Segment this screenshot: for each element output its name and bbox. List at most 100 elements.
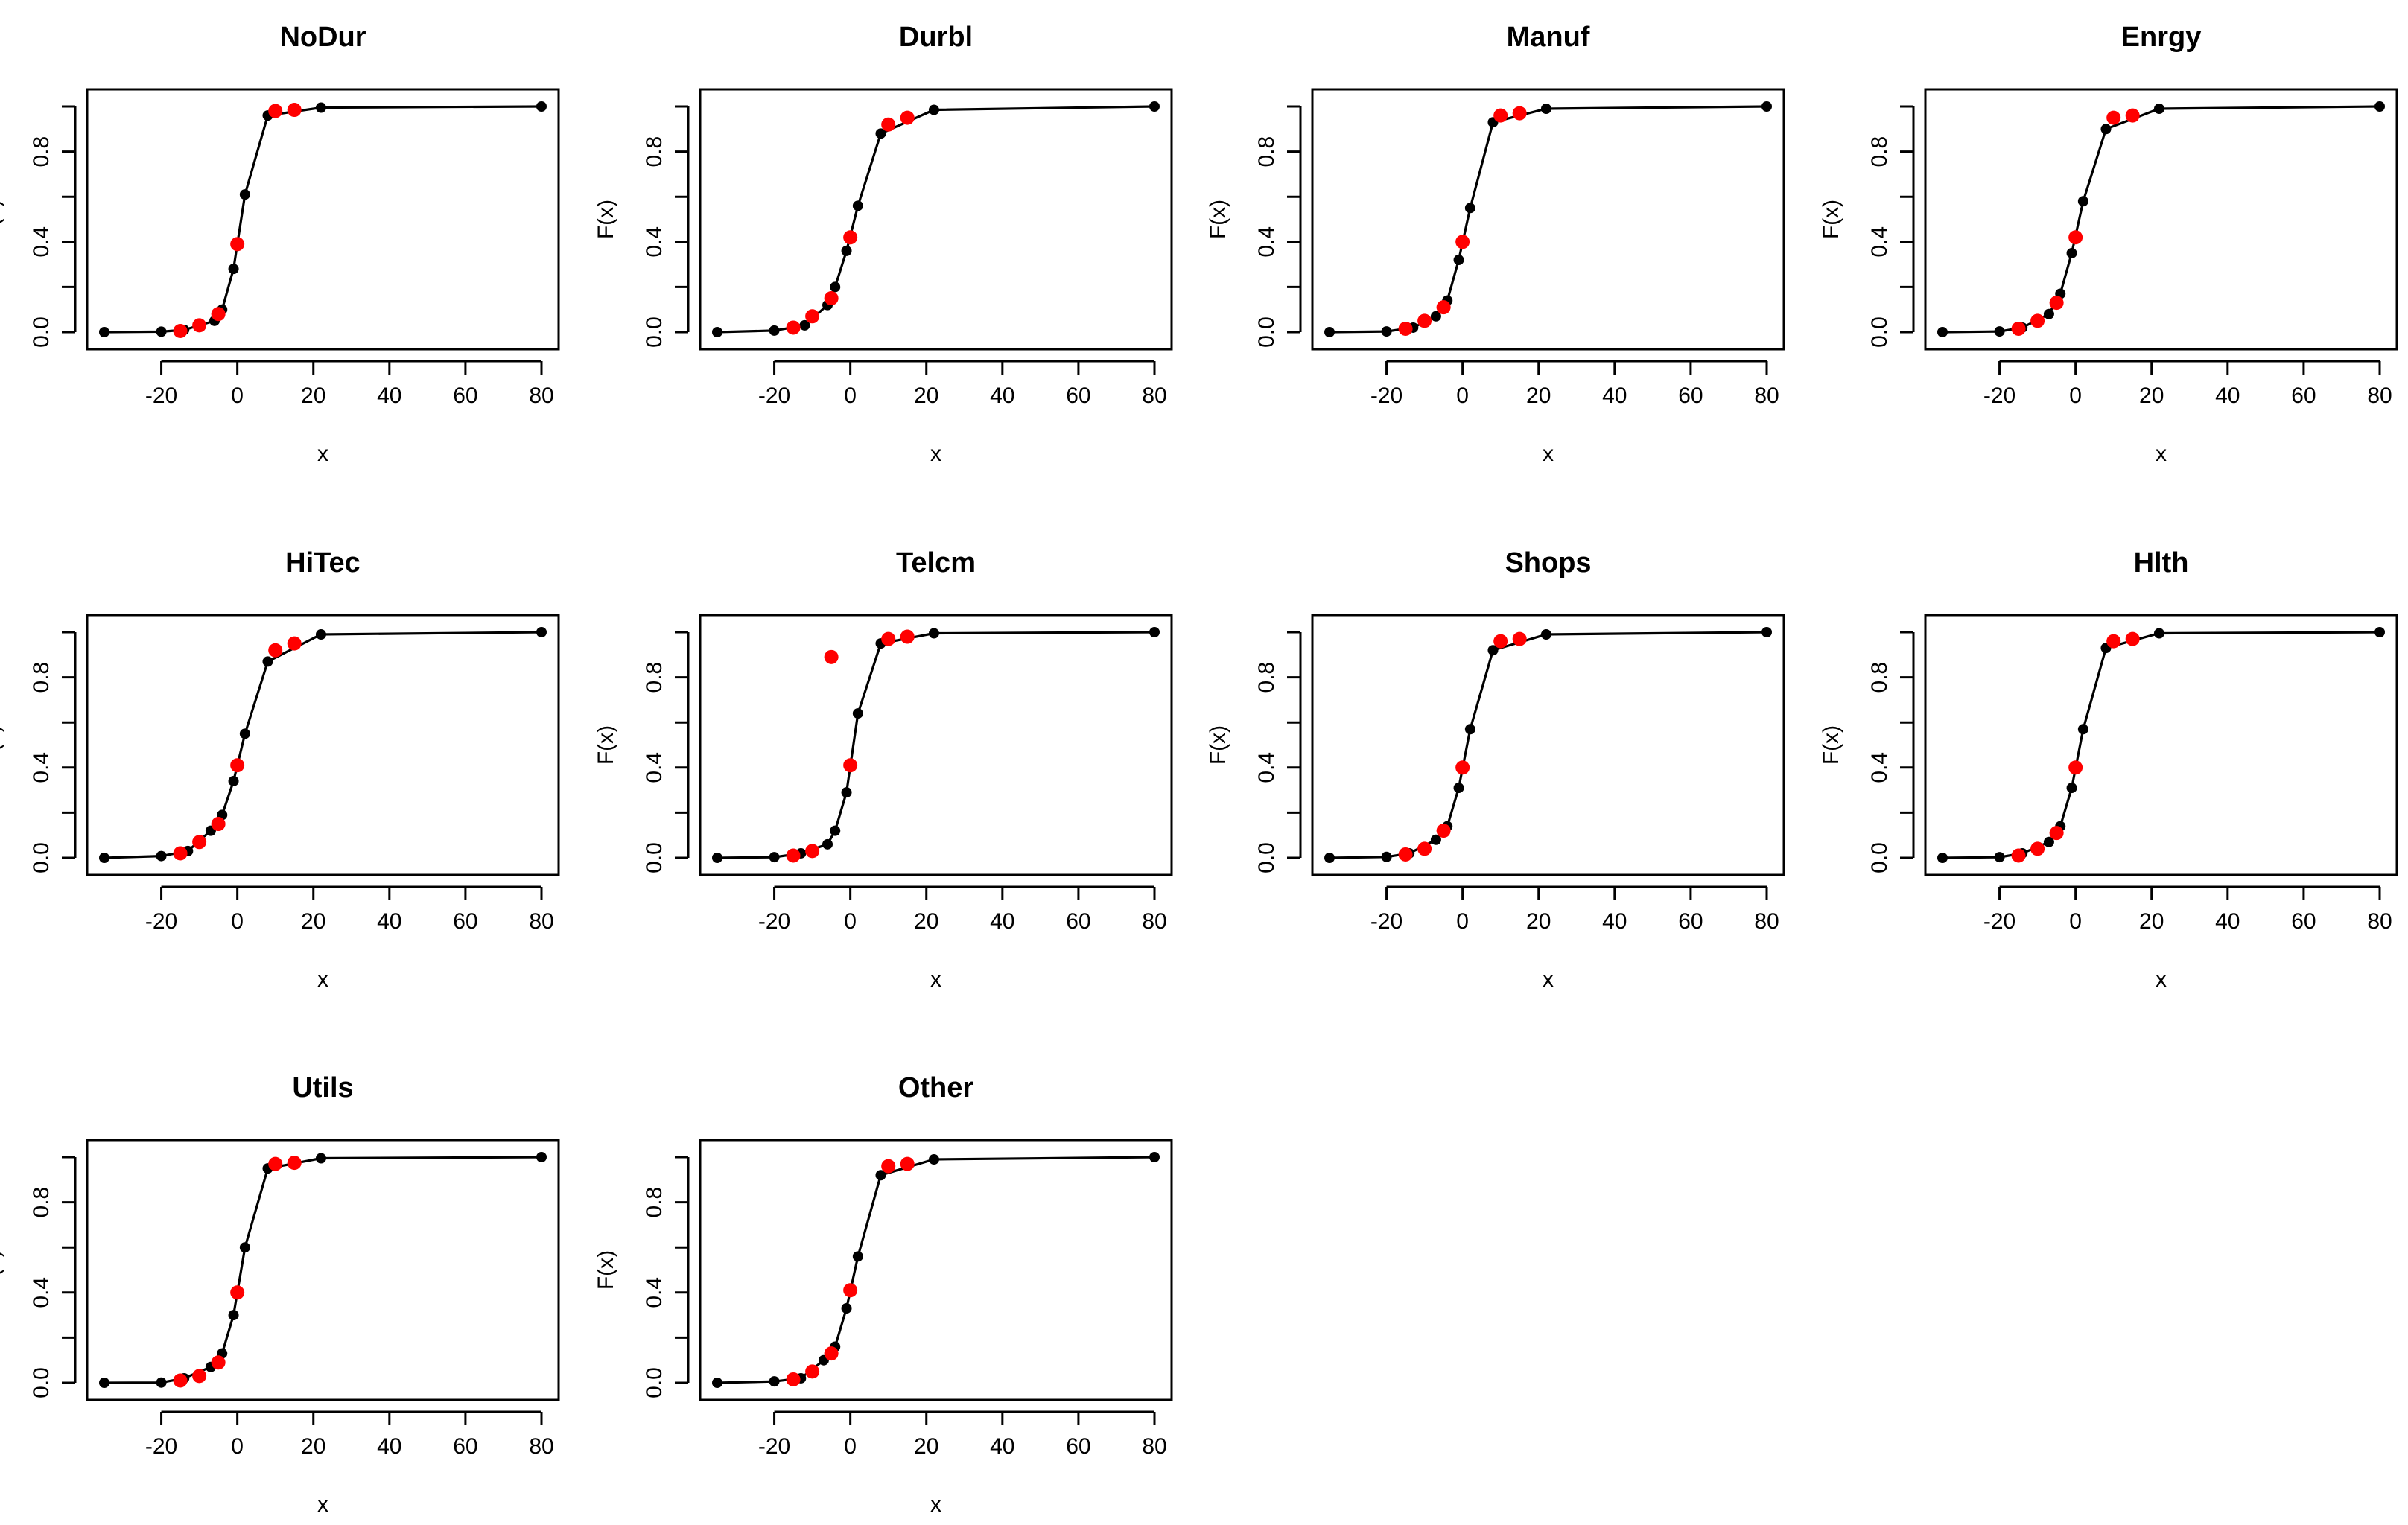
chart-8-title: Utils	[292, 1072, 353, 1104]
chart-2-cdf-point	[1540, 104, 1551, 115]
chart-6-y-tick-label: 0.0	[1254, 842, 1279, 873]
chart-0-highlight-point	[192, 318, 207, 333]
chart-5-y-tick-label: 0.8	[642, 662, 667, 693]
chart-9-x-tick-label: 20	[914, 1434, 938, 1459]
chart-0-x-tick-label: 20	[301, 383, 325, 408]
chart-5-x-tick-label: 80	[1142, 909, 1166, 934]
chart-9-plot-frame	[699, 1139, 1173, 1401]
chart-6-y-tick-label: 0.4	[1254, 752, 1279, 783]
chart-5-cdf-point	[841, 787, 852, 798]
chart-5-highlight-point	[843, 758, 858, 773]
chart-7-cdf-point	[1994, 852, 2005, 863]
chart-1-x-tick-label: 60	[1066, 383, 1090, 408]
chart-9-highlight-point	[786, 1372, 801, 1386]
chart-1-y-tick-label: 0.0	[642, 316, 667, 348]
chart-0-plot-frame	[86, 88, 560, 351]
chart-6-cdf-point	[1487, 645, 1499, 656]
chart-5-cdf-line	[717, 631, 1155, 859]
chart-0-highlight-point	[268, 104, 283, 118]
chart-3-x-tick-label: 40	[2215, 383, 2240, 408]
chart-5-cdf-point	[712, 853, 722, 863]
chart-7-x-tick-label: 0	[2069, 909, 2082, 934]
chart-6-x-tick-label: 40	[1602, 909, 1627, 934]
chart-9-title: Other	[898, 1072, 974, 1104]
chart-8-x-tick-label: 40	[377, 1434, 401, 1459]
chart-9-highlight-point	[805, 1364, 820, 1379]
chart-5-panel: Telcm -20 0 20 40 60 80 0.0 0.4 0.8 x F(x)	[594, 547, 1173, 992]
chart-9-cdf-point	[852, 1251, 863, 1262]
chart-6-highlight-point	[1455, 760, 1470, 775]
chart-8-x-tick-label: 80	[529, 1434, 553, 1459]
chart-7-x-tick-label: 80	[2367, 909, 2392, 934]
chart-2-y-tick-label: 0.0	[1254, 316, 1279, 348]
chart-5-highlight-point	[900, 629, 915, 644]
chart-2-y-tick-label: 0.4	[1254, 226, 1279, 258]
chart-4-cdf-point	[315, 629, 326, 640]
chart-0-y-axis-label: F(x)	[0, 200, 5, 239]
chart-3-panel: Enrgy -20 0 20 40 60 80 0.0 0.4 0.8 x F(x)	[1819, 22, 2398, 466]
chart-6-plot-frame	[1311, 614, 1785, 876]
chart-3-cdf-point	[1937, 327, 1948, 337]
chart-8-y-axis-label: F(x)	[0, 1250, 5, 1290]
chart-2-panel: Manuf -20 0 20 40 60 80 0.0 0.4 0.8 x F(x)	[1206, 22, 1785, 466]
chart-1-cdf-point	[841, 245, 852, 256]
chart-8-cdf-point	[239, 1242, 250, 1253]
chart-4-y-tick-label: 0.4	[29, 752, 54, 783]
chart-5-cdf-point	[830, 825, 841, 836]
chart-2-y-axis-label: F(x)	[1206, 200, 1230, 239]
chart-8-y-tick-label: 0.8	[29, 1187, 54, 1218]
chart-5-cdf-point	[769, 852, 780, 863]
chart-3-x-tick-label: 60	[2291, 383, 2316, 408]
chart-9-highlight-point	[824, 1346, 839, 1361]
chart-2-x-tick-label: -20	[1370, 383, 1402, 408]
chart-2-x-axis-label: x	[1543, 442, 1554, 466]
chart-2-y-tick-label: 0.8	[1254, 136, 1279, 168]
chart-9-highlight-point	[843, 1283, 858, 1298]
chart-7-x-axis-label: x	[2156, 967, 2167, 992]
chart-9-panel: Other -20 0 20 40 60 80 0.0 0.4 0.8 x F(x)	[594, 1072, 1173, 1517]
chart-5-x-tick-label: 20	[914, 909, 938, 934]
chart-1-x-tick-label: 0	[844, 383, 857, 408]
chart-9-cdf-point	[712, 1378, 722, 1388]
chart-9-x-tick-label: 0	[844, 1434, 857, 1459]
chart-1-plot-frame	[699, 88, 1173, 351]
chart-0-y-tick-label: 0.8	[29, 136, 54, 168]
chart-8-cdf-point	[99, 1378, 109, 1388]
chart-4-x-tick-label: 80	[529, 909, 553, 934]
chart-6-title: Shops	[1505, 547, 1591, 579]
chart-0-x-tick-label: 80	[529, 383, 553, 408]
chart-4-x-tick-label: 0	[231, 909, 244, 934]
chart-4-cdf-line	[104, 631, 542, 859]
chart-9-y-tick-label: 0.0	[642, 1367, 667, 1398]
chart-3-x-axis-label: x	[2156, 442, 2167, 466]
chart-7-cdf-line	[1942, 631, 2380, 859]
chart-5-y-axis-label: F(x)	[594, 725, 618, 765]
chart-4-highlight-point	[268, 643, 283, 658]
chart-3-highlight-point	[2011, 321, 2026, 336]
chart-6-panel: Shops -20 0 20 40 60 80 0.0 0.4 0.8 x F(x)	[1206, 547, 1785, 992]
chart-7-x-tick-label: 60	[2291, 909, 2316, 934]
chart-0-cdf-point	[315, 102, 326, 113]
chart-1-highlight-point	[805, 309, 820, 324]
chart-0-x-tick-label: 0	[231, 383, 244, 408]
chart-8-cdf-point	[315, 1153, 326, 1164]
chart-9-x-tick-label: 60	[1066, 1434, 1090, 1459]
chart-4-highlight-point	[211, 817, 226, 832]
chart-4-cdf-point	[228, 775, 239, 786]
chart-5-highlight-point	[881, 631, 896, 646]
chart-3-y-axis-label: F(x)	[1819, 200, 1843, 239]
chart-9-x-tick-label: 80	[1142, 1434, 1166, 1459]
chart-4-x-tick-label: 40	[377, 909, 401, 934]
chart-2-x-tick-label: 0	[1456, 383, 1469, 408]
chart-0-x-tick-label: 60	[453, 383, 477, 408]
chart-1-highlight-point	[786, 320, 801, 335]
chart-2-x-tick-label: 40	[1602, 383, 1627, 408]
chart-7-cdf-point	[2043, 836, 2054, 847]
chart-8-x-axis-label: x	[317, 1492, 328, 1517]
chart-4-highlight-point	[192, 835, 207, 850]
chart-2-cdf-line	[1329, 105, 1767, 334]
chart-8-highlight-point	[287, 1156, 302, 1171]
chart-1-highlight-point	[881, 117, 896, 132]
chart-1-title: Durbl	[899, 22, 973, 53]
